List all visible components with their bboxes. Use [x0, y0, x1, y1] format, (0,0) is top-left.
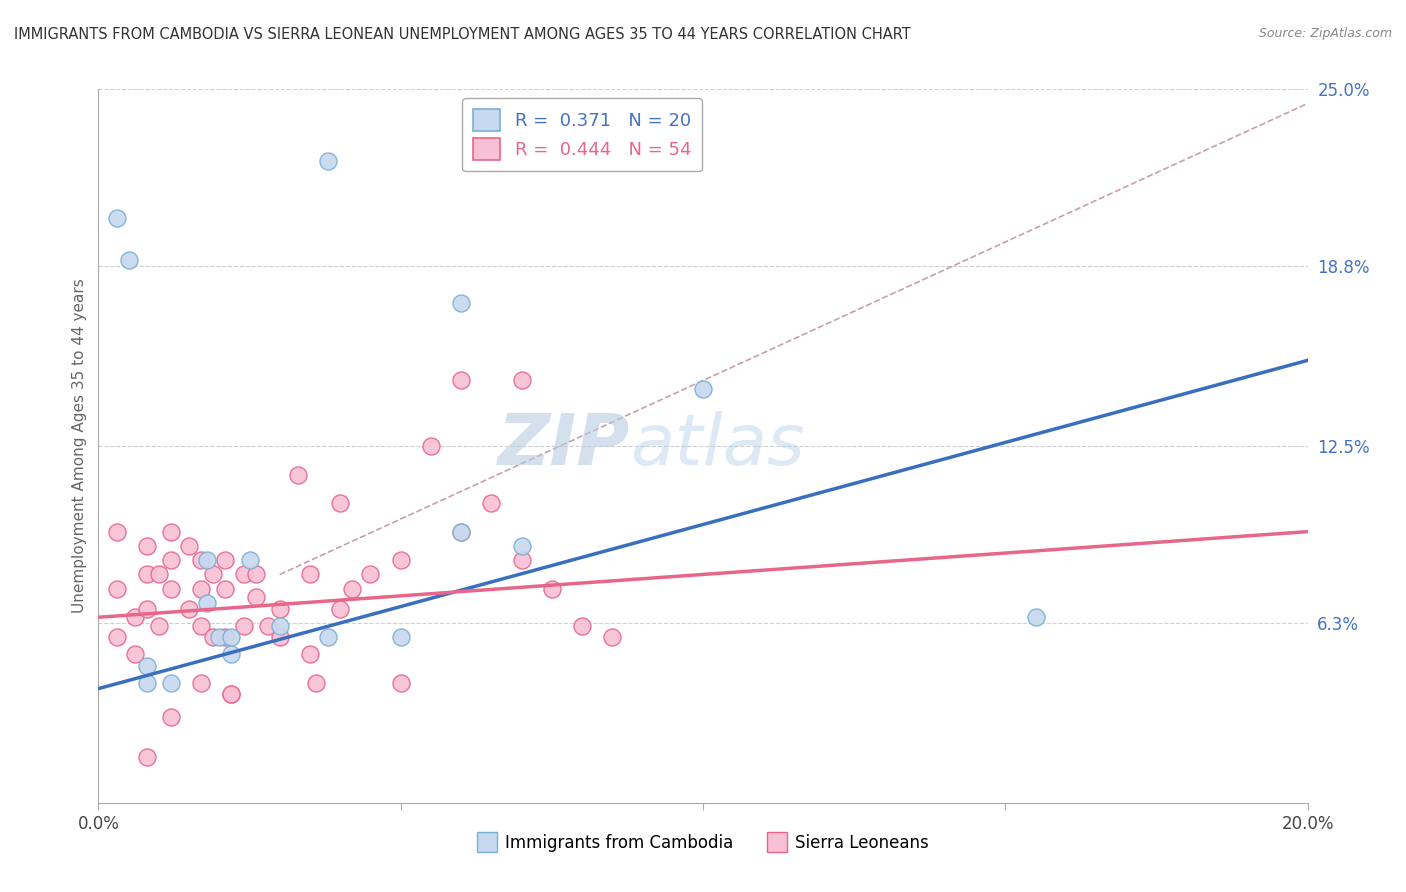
- Point: [179, 539, 201, 553]
- Point: [510, 373, 533, 387]
- Point: [160, 553, 183, 567]
- Point: [105, 211, 128, 225]
- Point: [239, 553, 262, 567]
- Point: [124, 610, 146, 624]
- Point: [160, 582, 183, 596]
- Point: [571, 619, 593, 633]
- Point: [135, 658, 157, 673]
- Text: atlas: atlas: [630, 411, 806, 481]
- Point: [450, 524, 472, 539]
- Point: [179, 601, 201, 615]
- Point: [389, 630, 412, 644]
- Point: [135, 567, 157, 582]
- Point: [105, 524, 128, 539]
- Point: [692, 382, 714, 396]
- Point: [190, 619, 212, 633]
- Point: [135, 676, 157, 690]
- Point: [195, 596, 218, 610]
- Point: [202, 567, 225, 582]
- Point: [269, 619, 291, 633]
- Point: [510, 539, 533, 553]
- Point: [305, 676, 328, 690]
- Point: [221, 648, 243, 662]
- Point: [540, 582, 562, 596]
- Point: [450, 296, 472, 310]
- Legend: Immigrants from Cambodia, Sierra Leoneans: Immigrants from Cambodia, Sierra Leonean…: [471, 828, 935, 859]
- Point: [342, 582, 364, 596]
- Point: [299, 648, 322, 662]
- Point: [208, 630, 231, 644]
- Point: [299, 567, 322, 582]
- Point: [135, 750, 157, 764]
- Point: [135, 601, 157, 615]
- Point: [160, 676, 183, 690]
- Point: [510, 553, 533, 567]
- Point: [269, 630, 291, 644]
- Point: [214, 582, 236, 596]
- Text: IMMIGRANTS FROM CAMBODIA VS SIERRA LEONEAN UNEMPLOYMENT AMONG AGES 35 TO 44 YEAR: IMMIGRANTS FROM CAMBODIA VS SIERRA LEONE…: [14, 27, 911, 42]
- Y-axis label: Unemployment Among Ages 35 to 44 years: Unemployment Among Ages 35 to 44 years: [72, 278, 87, 614]
- Point: [214, 553, 236, 567]
- Text: Source: ZipAtlas.com: Source: ZipAtlas.com: [1258, 27, 1392, 40]
- Point: [221, 687, 243, 701]
- Point: [190, 553, 212, 567]
- Point: [232, 619, 254, 633]
- Point: [481, 496, 503, 510]
- Point: [389, 553, 412, 567]
- Point: [148, 619, 170, 633]
- Point: [214, 630, 236, 644]
- Point: [245, 591, 267, 605]
- Point: [269, 601, 291, 615]
- Point: [602, 630, 624, 644]
- Point: [232, 567, 254, 582]
- Point: [360, 567, 382, 582]
- Point: [450, 373, 472, 387]
- Point: [256, 619, 278, 633]
- Point: [190, 676, 212, 690]
- Point: [221, 630, 243, 644]
- Point: [221, 687, 243, 701]
- Point: [202, 630, 225, 644]
- Point: [287, 467, 309, 482]
- Point: [118, 253, 141, 268]
- Point: [195, 553, 218, 567]
- Point: [329, 601, 352, 615]
- Point: [316, 153, 339, 168]
- Text: ZIP: ZIP: [498, 411, 630, 481]
- Point: [105, 630, 128, 644]
- Point: [135, 539, 157, 553]
- Point: [124, 648, 146, 662]
- Point: [148, 567, 170, 582]
- Point: [245, 567, 267, 582]
- Point: [1024, 610, 1046, 624]
- Point: [160, 524, 183, 539]
- Point: [420, 439, 443, 453]
- Point: [160, 710, 183, 724]
- Point: [316, 630, 339, 644]
- Point: [190, 582, 212, 596]
- Point: [450, 524, 472, 539]
- Point: [329, 496, 352, 510]
- Point: [389, 676, 412, 690]
- Point: [105, 582, 128, 596]
